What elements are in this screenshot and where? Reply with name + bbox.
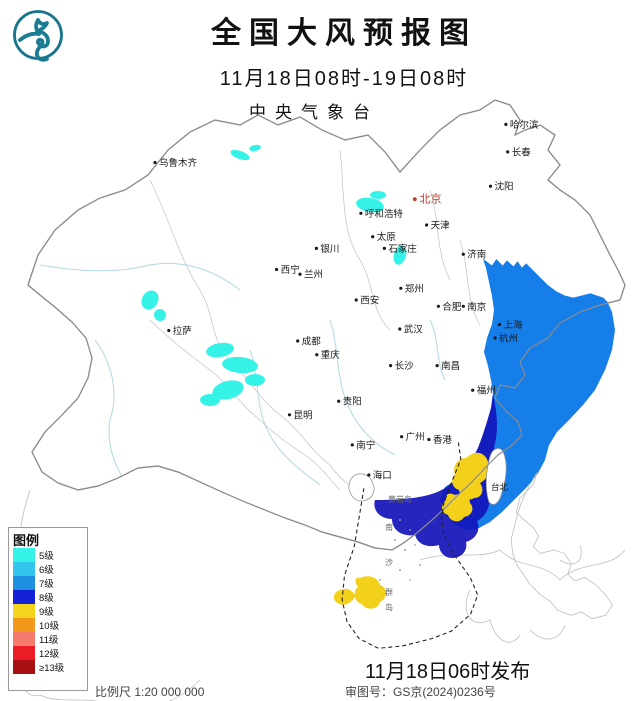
svg-text:群: 群 (385, 587, 393, 597)
svg-text:重庆: 重庆 (321, 349, 341, 361)
svg-text:合肥: 合肥 (442, 301, 462, 313)
svg-text:成都: 成都 (302, 336, 322, 348)
svg-text:南昌: 南昌 (441, 360, 460, 372)
svg-text:福州: 福州 (477, 385, 496, 397)
svg-text:台北: 台北 (491, 482, 509, 492)
svg-text:海口: 海口 (373, 470, 392, 482)
svg-text:乌鲁木齐: 乌鲁木齐 (159, 157, 198, 169)
svg-text:8级: 8级 (39, 592, 54, 604)
svg-text:7级: 7级 (39, 578, 54, 590)
svg-text:南京: 南京 (467, 301, 486, 313)
svg-text:≥13级: ≥13级 (39, 662, 65, 674)
svg-text:长春: 长春 (512, 146, 532, 158)
svg-text:12级: 12级 (39, 648, 60, 660)
svg-text:长沙: 长沙 (395, 360, 415, 372)
svg-text:太原: 太原 (377, 231, 396, 243)
svg-text:10级: 10级 (39, 620, 60, 632)
svg-text:贵阳: 贵阳 (343, 396, 362, 408)
svg-text:武汉: 武汉 (404, 324, 424, 336)
svg-text:兰州: 兰州 (304, 269, 323, 281)
svg-text:沈阳: 沈阳 (495, 181, 514, 193)
svg-text:西安: 西安 (360, 295, 379, 307)
svg-text:黄岩岛: 黄岩岛 (388, 494, 412, 504)
svg-text:呼和浩特: 呼和浩特 (365, 208, 404, 220)
svg-text:郑州: 郑州 (405, 283, 424, 295)
svg-text:广州: 广州 (406, 431, 425, 443)
svg-text:昆明: 昆明 (294, 410, 313, 421)
svg-text:银川: 银川 (320, 243, 339, 255)
svg-text:5级: 5级 (39, 550, 54, 562)
svg-text:哈尔滨: 哈尔滨 (510, 119, 539, 131)
svg-text:拉萨: 拉萨 (173, 325, 193, 337)
svg-text:西宁: 西宁 (281, 264, 300, 276)
svg-text:6级: 6级 (39, 564, 54, 576)
svg-text:北京: 北京 (420, 192, 442, 206)
svg-text:11级: 11级 (39, 634, 59, 646)
svg-text:9级: 9级 (39, 606, 54, 618)
svg-text:杭州: 杭州 (499, 333, 518, 345)
svg-text:香港: 香港 (433, 434, 453, 446)
svg-text:济南: 济南 (467, 249, 486, 261)
svg-text:南宁: 南宁 (356, 439, 375, 451)
svg-text:南: 南 (385, 522, 393, 532)
svg-text:沙: 沙 (385, 558, 393, 567)
svg-text:上海: 上海 (504, 319, 524, 331)
svg-text:岛: 岛 (385, 602, 393, 612)
svg-text:石家庄: 石家庄 (388, 243, 417, 255)
svg-text:天津: 天津 (431, 221, 451, 232)
